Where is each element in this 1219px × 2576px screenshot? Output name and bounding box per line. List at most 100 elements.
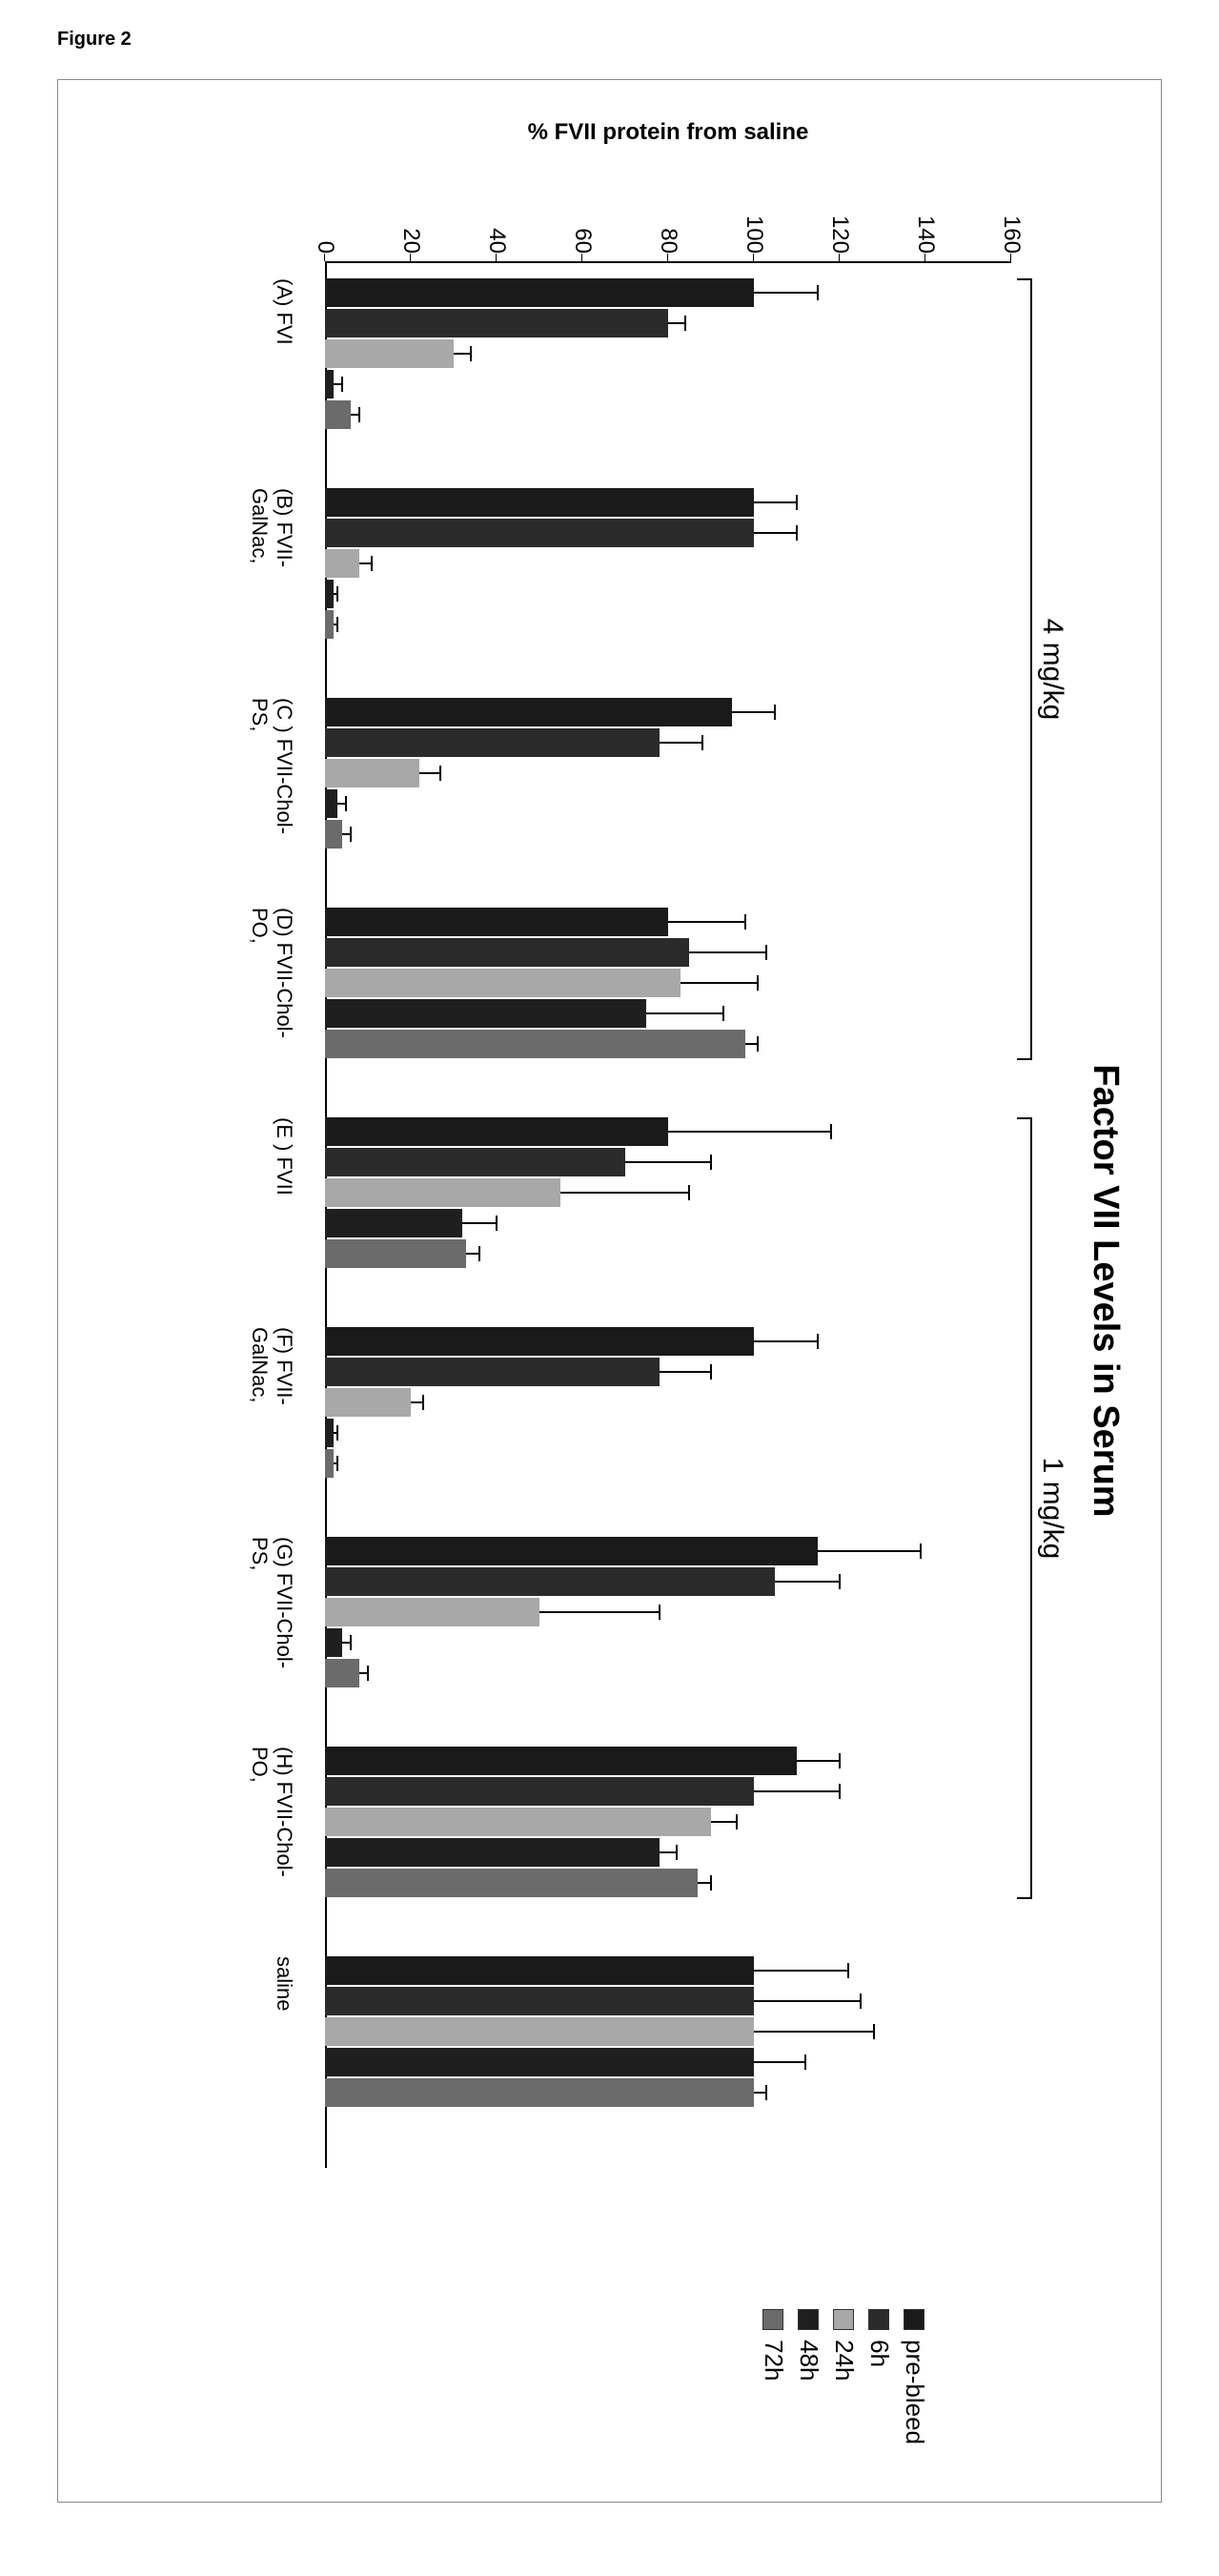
error-cap — [337, 1425, 339, 1441]
y-tick: 140 — [912, 215, 939, 254]
error-bar — [699, 1882, 712, 1884]
error-cap — [775, 705, 777, 720]
y-tick: 40 — [483, 228, 510, 254]
y-tick: 20 — [397, 228, 424, 254]
y-tick: 60 — [569, 228, 596, 254]
y-tick-mark — [581, 254, 582, 261]
error-cap — [423, 1395, 425, 1410]
error-cap — [758, 1036, 760, 1052]
error-cap — [818, 285, 820, 300]
bar — [325, 1659, 359, 1687]
y-tick-mark — [496, 254, 497, 261]
error-cap — [346, 796, 348, 811]
bar — [325, 1388, 411, 1417]
error-cap — [684, 316, 686, 331]
error-cap — [337, 586, 339, 602]
bar — [325, 820, 342, 848]
bar — [325, 698, 733, 726]
legend-swatch — [763, 2309, 784, 2330]
bar — [325, 339, 454, 368]
error-cap — [337, 617, 339, 632]
error-bar — [668, 921, 745, 923]
error-cap — [818, 1334, 820, 1349]
error-bar — [797, 1760, 840, 1762]
error-bar — [660, 742, 702, 744]
bar-group — [325, 1956, 1011, 2109]
category-label: (H) FVII-Chol-PO, — [247, 1747, 296, 1899]
bar — [325, 1178, 561, 1207]
error-cap — [710, 1364, 712, 1380]
error-bar — [754, 2031, 874, 2033]
error-bar — [754, 1340, 819, 1342]
error-cap — [744, 914, 746, 930]
error-cap — [689, 1185, 691, 1200]
error-bar — [776, 1581, 841, 1583]
error-bar — [411, 1401, 424, 1403]
bar — [325, 938, 690, 967]
y-tick-mark — [410, 254, 411, 261]
error-cap — [470, 346, 472, 361]
error-cap — [372, 556, 374, 571]
error-bar — [754, 2000, 862, 2002]
bar-group — [325, 698, 1011, 850]
bar — [325, 1449, 334, 1478]
dose-group-label: 4 mg/kg — [1017, 278, 1068, 1060]
bar — [325, 1808, 711, 1836]
bar — [325, 370, 334, 399]
error-cap — [367, 1666, 369, 1681]
error-bar — [754, 532, 797, 534]
bar — [325, 2017, 754, 2046]
error-cap — [496, 1216, 498, 1231]
bar — [325, 278, 754, 307]
error-bar — [819, 1550, 922, 1552]
error-bar — [359, 562, 373, 564]
category-label: (D) FVII-Chol-PO, — [247, 908, 296, 1060]
bar — [325, 759, 419, 787]
dose-text: 4 mg/kg — [1036, 278, 1068, 1060]
error-bar — [668, 1131, 831, 1133]
bar — [325, 1777, 754, 1806]
error-cap — [796, 495, 798, 510]
legend-label: 48h — [794, 2340, 823, 2381]
legend-swatch — [799, 2309, 820, 2330]
bar-group — [325, 908, 1011, 1060]
category-label: (E ) FVII — [272, 1117, 296, 1270]
error-cap — [676, 1845, 678, 1860]
bar — [325, 1209, 462, 1237]
error-cap — [440, 766, 442, 781]
error-cap — [710, 1875, 712, 1891]
bar — [325, 1327, 754, 1356]
bar — [325, 309, 668, 337]
y-tick-mark — [667, 254, 668, 261]
legend-item: 72h — [759, 2309, 788, 2444]
error-cap — [341, 377, 343, 392]
legend-label: 72h — [759, 2340, 788, 2381]
bar — [325, 1869, 699, 1897]
bar — [325, 610, 334, 639]
y-tick: 100 — [741, 215, 767, 254]
rotated-chart: Factor VII Levels in Serum 4 mg/kg1 mg/k… — [77, 99, 1126, 2483]
y-tick: 120 — [826, 215, 853, 254]
legend-label: pre-bleed — [900, 2340, 929, 2444]
legend-swatch — [834, 2309, 855, 2330]
error-bar — [745, 1043, 759, 1045]
legend-label: 6h — [864, 2340, 894, 2367]
error-cap — [804, 2055, 806, 2070]
error-bar — [754, 2061, 805, 2063]
legend-item: 48h — [794, 2309, 823, 2444]
dose-text: 1 mg/kg — [1036, 1117, 1068, 1899]
bar — [325, 2048, 754, 2076]
y-tick: 160 — [998, 215, 1025, 254]
category-label: (C ) FVII-Chol-PS, — [247, 698, 296, 850]
y-tick-mark — [753, 254, 754, 261]
legend-item: pre-bleed — [900, 2309, 929, 2444]
figure-label: Figure 2 — [57, 29, 1162, 51]
bar — [325, 1598, 539, 1626]
error-cap — [830, 1124, 832, 1139]
y-axis-line — [325, 261, 1011, 263]
bar — [325, 728, 660, 757]
category-label: saline — [272, 1956, 296, 2109]
error-cap — [921, 1544, 923, 1559]
error-bar — [754, 1790, 840, 1792]
error-cap — [701, 735, 703, 750]
